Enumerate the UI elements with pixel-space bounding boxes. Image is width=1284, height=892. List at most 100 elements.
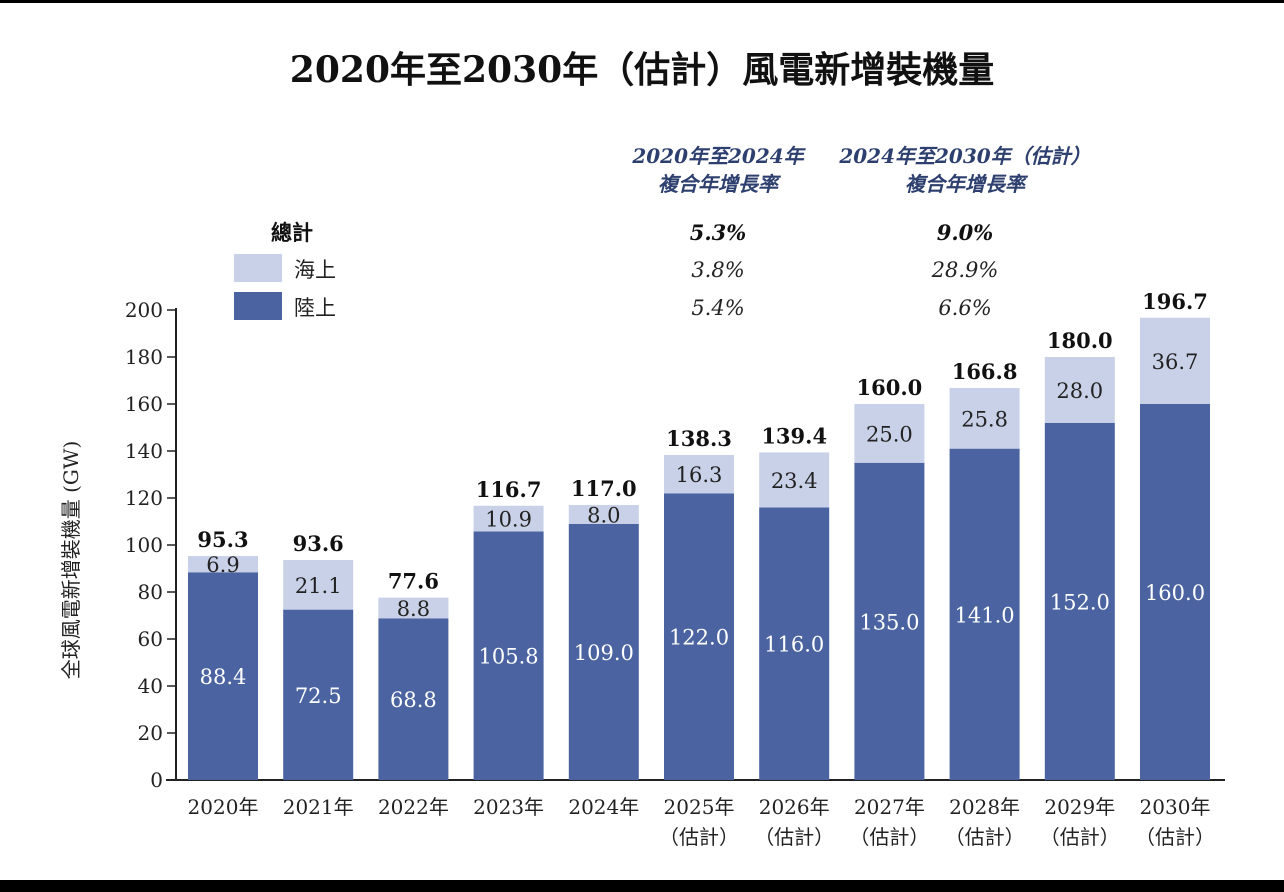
bar-onshore bbox=[378, 618, 449, 780]
x-tick-label: 2029年 bbox=[1044, 795, 1115, 819]
x-tick-label: （估計） bbox=[1135, 825, 1215, 849]
x-tick-label: 2021年 bbox=[283, 795, 354, 819]
x-tick-label: 2025年 bbox=[664, 795, 735, 819]
onshore-value-label: 72.5 bbox=[295, 684, 342, 708]
x-tick-label: 2027年 bbox=[854, 795, 925, 819]
offshore-value-label: 8.0 bbox=[587, 503, 620, 527]
bar-onshore bbox=[568, 523, 639, 780]
total-value-label: 116.7 bbox=[476, 477, 542, 502]
x-tick-label: 2030年 bbox=[1140, 795, 1211, 819]
bar-onshore bbox=[1044, 422, 1115, 780]
offshore-value-label: 36.7 bbox=[1152, 350, 1199, 374]
total-value-label: 160.0 bbox=[857, 375, 923, 400]
y-tick-label: 60 bbox=[138, 627, 163, 651]
legend-label-offshore: 海上 bbox=[294, 258, 336, 282]
onshore-value-label: 88.4 bbox=[200, 665, 247, 689]
onshore-value-label: 160.0 bbox=[1145, 581, 1205, 605]
x-tick-label: （估計） bbox=[1040, 825, 1120, 849]
offshore-value-label: 23.4 bbox=[771, 469, 818, 493]
bar-offshore bbox=[854, 404, 925, 463]
x-tick-label: 2020年 bbox=[188, 795, 259, 819]
cagr-header: 複合年增長率 bbox=[905, 172, 1029, 196]
offshore-value-label: 28.0 bbox=[1056, 379, 1103, 403]
total-value-label: 138.3 bbox=[666, 426, 732, 451]
cagr-offshore: 3.8% bbox=[691, 258, 744, 282]
total-value-label: 166.8 bbox=[952, 359, 1018, 384]
bar-offshore bbox=[1044, 357, 1115, 423]
bar-offshore bbox=[473, 505, 544, 532]
offshore-value-label: 25.0 bbox=[866, 422, 913, 446]
bar-onshore bbox=[949, 448, 1020, 780]
stacked-bar-chart: 0 20 40 60 80 100 120 140 160 180 200 全球風電新增裝機量 (GW… bbox=[59, 144, 1225, 849]
offshore-value-label: 8.8 bbox=[397, 597, 430, 621]
chart-page: 2020年至2030年（估計）風電新增裝機量 0 20 40 60 80 100 120 14… bbox=[0, 3, 1284, 880]
x-tick-label: （估計） bbox=[849, 825, 929, 849]
y-tick-label: 120 bbox=[125, 486, 163, 510]
offshore-value-label: 16.3 bbox=[676, 463, 723, 487]
total-value-label: 196.7 bbox=[1142, 289, 1208, 314]
y-tick-label: 140 bbox=[125, 439, 163, 463]
onshore-value-label: 105.8 bbox=[479, 645, 539, 669]
cagr-offshore: 28.9% bbox=[931, 258, 999, 282]
x-tick-label: 2022年 bbox=[378, 795, 449, 819]
y-axis-label: 全球風電新增裝機量 (GW) bbox=[59, 441, 83, 680]
cagr-header: 2020年至2024年 bbox=[631, 144, 806, 168]
y-tick-label: 180 bbox=[125, 345, 163, 369]
legend-swatch-offshore bbox=[234, 254, 282, 282]
offshore-value-label: 21.1 bbox=[295, 574, 342, 598]
onshore-value-label: 122.0 bbox=[669, 626, 729, 650]
bar-onshore bbox=[664, 493, 734, 780]
cagr-header: 複合年增長率 bbox=[658, 172, 782, 196]
bar-onshore bbox=[854, 462, 925, 780]
cagr-header: 2024年至2030年（估計） bbox=[838, 144, 1090, 168]
legend-total-label: 總計 bbox=[271, 220, 313, 245]
total-value-label: 93.6 bbox=[293, 531, 344, 556]
chart-title: 2020年至2030年（估計）風電新增裝機量 bbox=[289, 49, 995, 91]
total-value-label: 117.0 bbox=[571, 476, 637, 501]
cagr-total: 9.0% bbox=[937, 220, 994, 245]
bar-offshore bbox=[283, 560, 354, 610]
offshore-value-label: 25.8 bbox=[961, 407, 1008, 431]
y-tick-label: 160 bbox=[125, 392, 163, 416]
x-tick-label: 2024年 bbox=[568, 795, 639, 819]
x-tick-label: （估計） bbox=[754, 825, 834, 849]
bar-onshore bbox=[1140, 404, 1210, 780]
bar-offshore bbox=[664, 454, 734, 494]
onshore-value-label: 141.0 bbox=[955, 603, 1015, 627]
legend-swatch-onshore bbox=[234, 292, 282, 320]
x-tick-label: 2028年 bbox=[949, 795, 1020, 819]
y-tick-label: 200 bbox=[125, 298, 163, 322]
x-tick-label: （估計） bbox=[945, 825, 1025, 849]
bar-offshore bbox=[378, 597, 449, 619]
y-tick-label: 40 bbox=[138, 674, 163, 698]
x-tick-label: 2023年 bbox=[473, 795, 544, 819]
bar-offshore bbox=[1140, 317, 1210, 404]
total-value-label: 180.0 bbox=[1047, 328, 1113, 353]
onshore-value-label: 152.0 bbox=[1050, 590, 1110, 614]
offshore-value-label: 6.9 bbox=[206, 553, 239, 577]
y-tick-label: 100 bbox=[125, 533, 163, 557]
bar-offshore bbox=[759, 452, 830, 508]
bar-onshore bbox=[473, 531, 544, 780]
total-value-label: 77.6 bbox=[388, 569, 439, 594]
onshore-value-label: 116.0 bbox=[764, 633, 824, 657]
y-tick-label: 20 bbox=[138, 721, 163, 745]
y-tick-label: 80 bbox=[138, 580, 163, 604]
cagr-total: 5.3% bbox=[690, 220, 747, 245]
onshore-value-label: 68.8 bbox=[390, 688, 437, 712]
bar-onshore bbox=[283, 609, 354, 780]
onshore-value-label: 109.0 bbox=[574, 641, 634, 665]
cagr-onshore: 6.6% bbox=[938, 296, 991, 320]
bar-offshore bbox=[188, 556, 258, 573]
bar-offshore bbox=[949, 388, 1020, 449]
bar-onshore bbox=[188, 572, 258, 780]
x-tick-label: 2026年 bbox=[759, 795, 830, 819]
onshore-value-label: 135.0 bbox=[859, 610, 919, 634]
total-value-label: 139.4 bbox=[761, 423, 827, 448]
offshore-value-label: 10.9 bbox=[485, 508, 532, 532]
bar-offshore bbox=[568, 505, 639, 524]
total-value-label: 95.3 bbox=[197, 527, 248, 552]
legend-label-onshore: 陸上 bbox=[294, 296, 336, 320]
y-tick-label: 0 bbox=[150, 768, 163, 792]
x-tick-label: （估計） bbox=[659, 825, 739, 849]
